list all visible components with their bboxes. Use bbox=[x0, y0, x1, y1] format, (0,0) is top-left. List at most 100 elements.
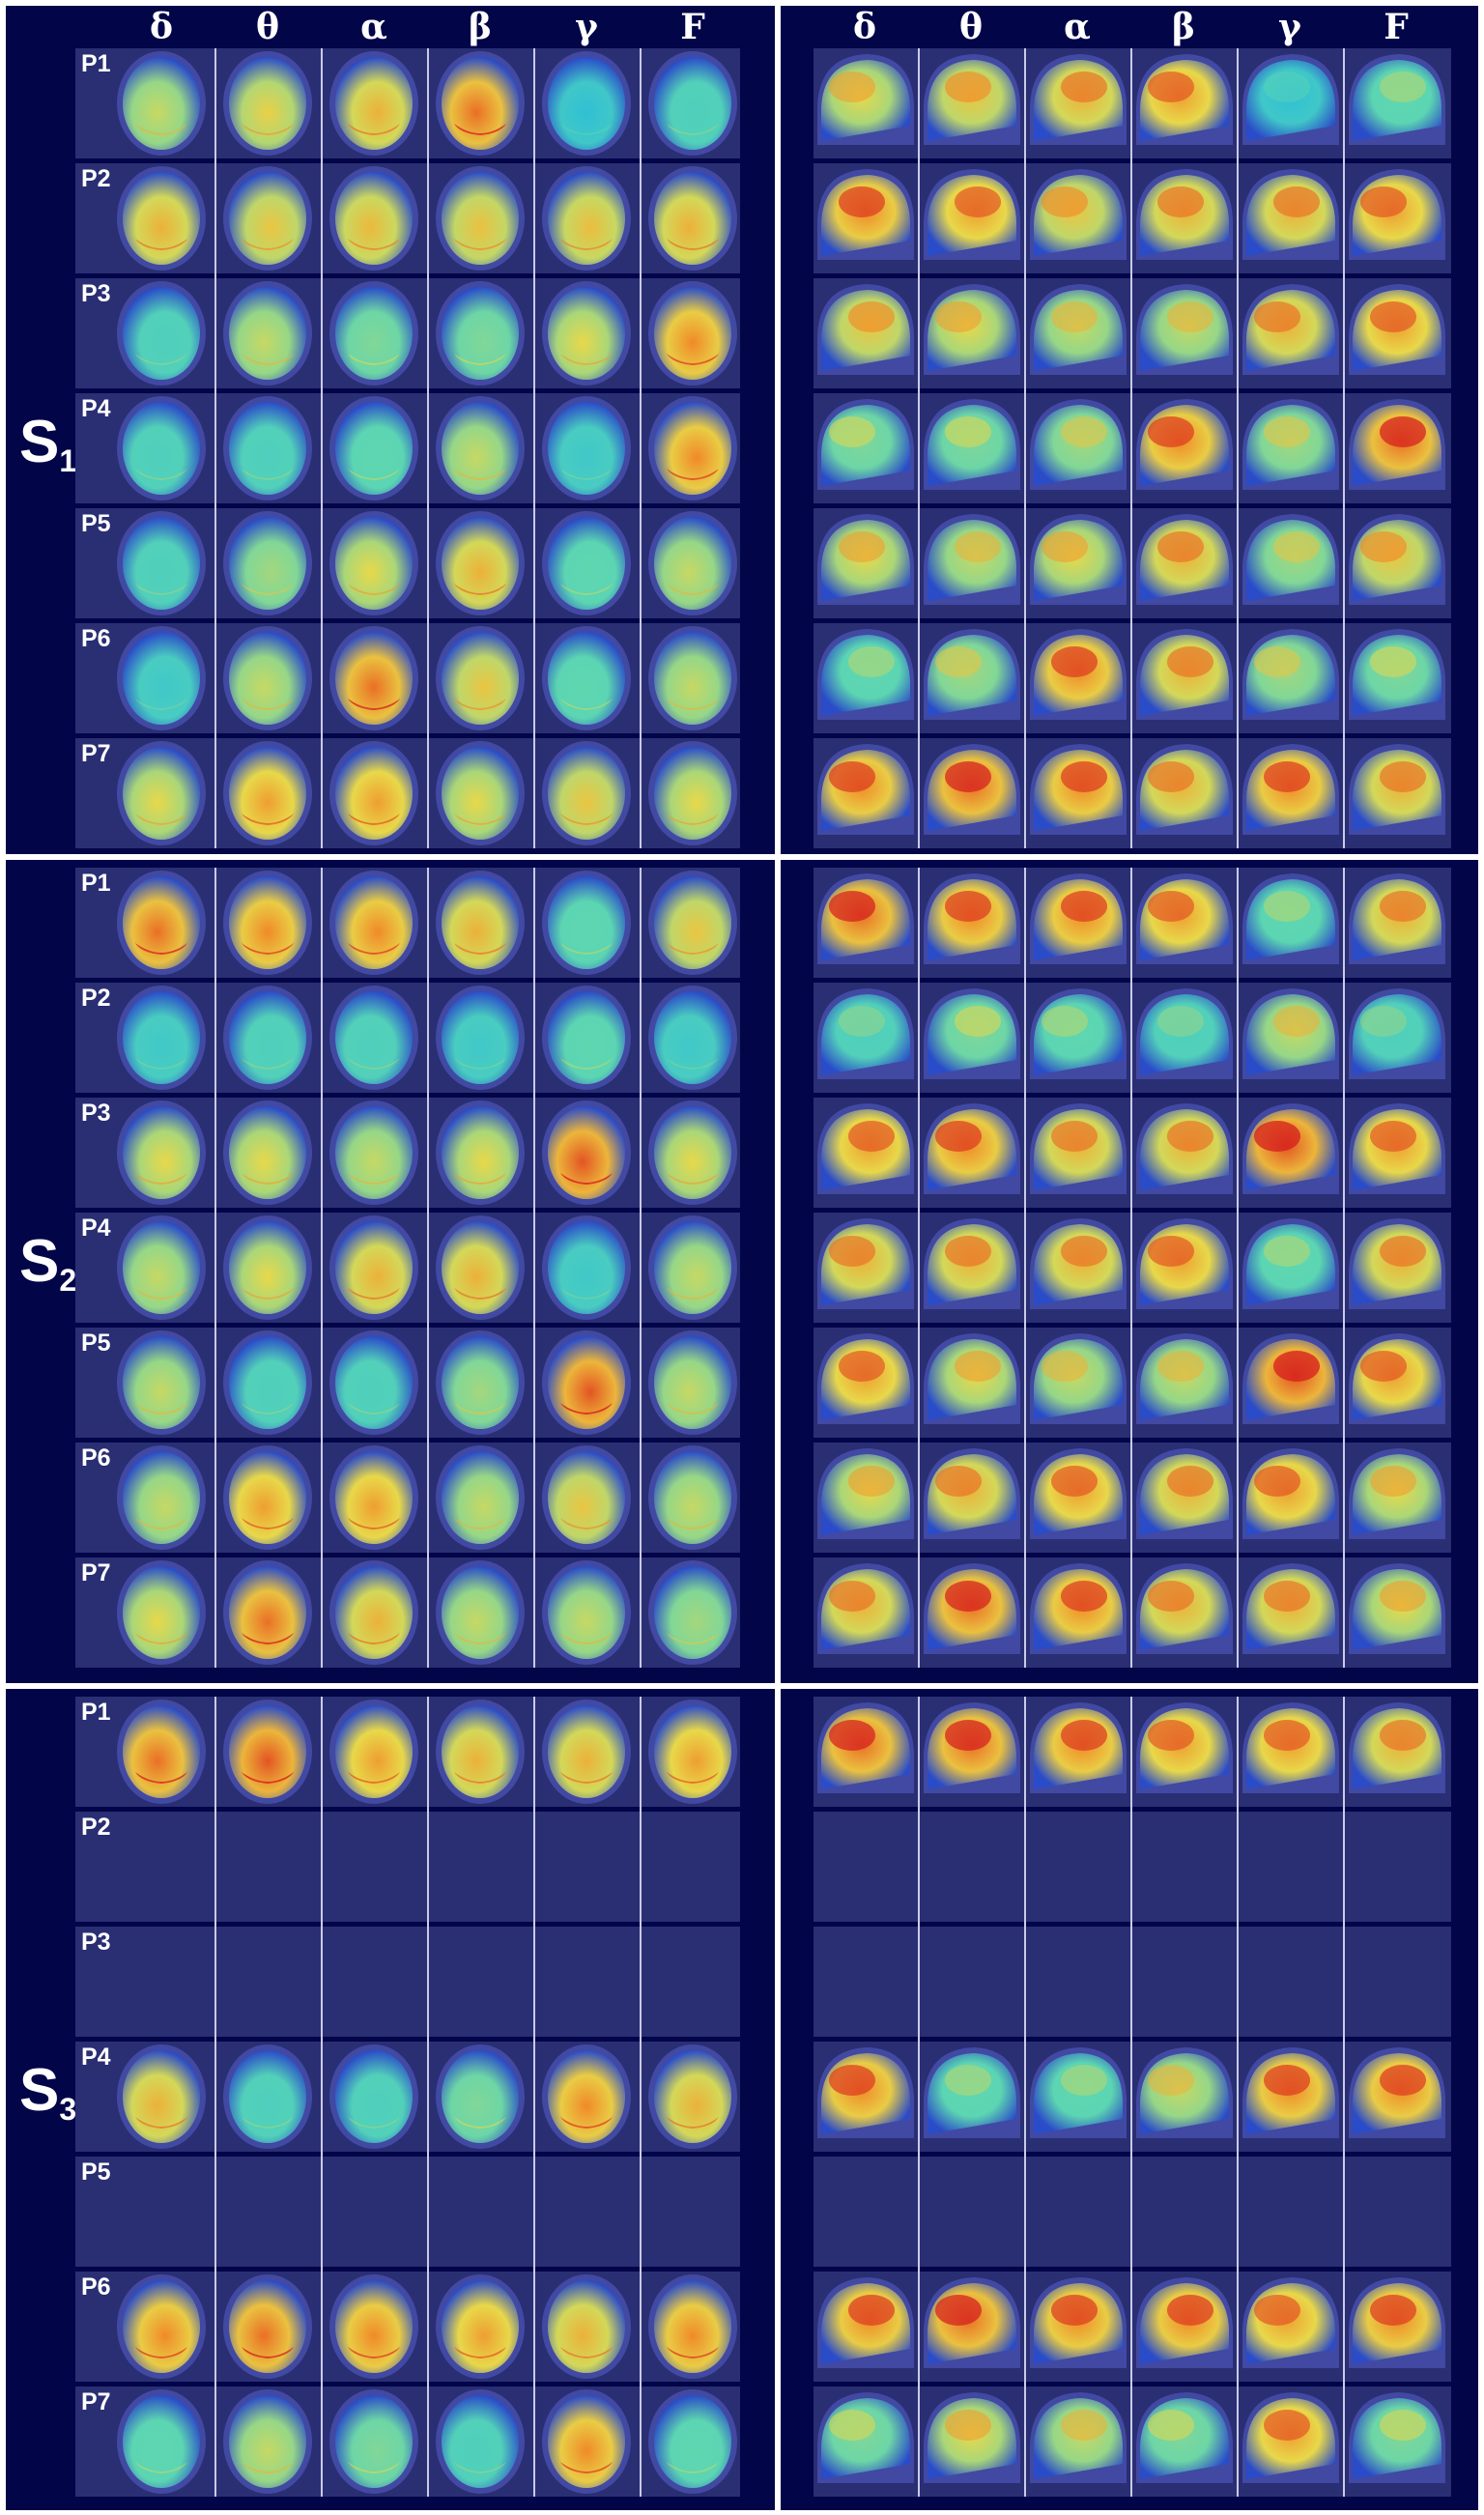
activation-hotspot bbox=[1360, 186, 1407, 217]
axial-brain-map bbox=[223, 741, 312, 845]
activation-map bbox=[654, 2280, 731, 2373]
activation-map bbox=[229, 991, 306, 1084]
sagittal-brain-map bbox=[817, 169, 914, 260]
sagittal-brain-map bbox=[924, 2277, 1020, 2368]
sagittal-brain-map bbox=[1242, 1448, 1339, 1539]
axial-cell-p7-3 bbox=[429, 2386, 531, 2497]
sagittal-brain-map bbox=[1242, 169, 1339, 260]
row-band-right-p6 bbox=[785, 623, 1451, 733]
sagittal-brain-map bbox=[1030, 169, 1127, 260]
axial-cell-p6-3 bbox=[429, 623, 531, 733]
activation-map bbox=[548, 172, 625, 265]
activation-hotspot bbox=[1360, 1006, 1407, 1037]
sagittal-cell-p3-5 bbox=[1345, 278, 1447, 388]
activation-hotspot bbox=[1264, 416, 1310, 447]
axial-cell-p5-5 bbox=[642, 1328, 744, 1438]
sagittal-brain-map bbox=[1349, 873, 1445, 964]
sagittal-cell-p3-0 bbox=[813, 1098, 916, 1208]
sagittal-brain-map bbox=[1242, 399, 1339, 490]
sagittal-brain-map bbox=[1242, 2392, 1339, 2483]
axial-brain-map bbox=[329, 2274, 418, 2379]
row-shade bbox=[813, 1927, 1451, 2037]
sagittal-cell-p4-3 bbox=[1132, 393, 1235, 503]
column-divider bbox=[214, 48, 216, 848]
activation-hotspot bbox=[945, 71, 991, 102]
axial-cell-p2-1 bbox=[216, 163, 319, 273]
row-shade bbox=[813, 623, 1451, 733]
activation-map bbox=[654, 1221, 731, 1314]
session-letter: S bbox=[19, 1228, 60, 1295]
activation-hotspot bbox=[667, 1518, 719, 1529]
axial-brain-map bbox=[542, 1100, 631, 1205]
sagittal-brain-map bbox=[1242, 873, 1339, 964]
panel-separator bbox=[775, 1689, 781, 2510]
sagittal-brain-map bbox=[924, 2392, 1020, 2483]
activation-map bbox=[548, 517, 625, 610]
sagittal-cell-p4-5 bbox=[1345, 1213, 1447, 1323]
sagittal-brain-map bbox=[817, 629, 914, 720]
activation-hotspot bbox=[242, 1518, 294, 1529]
row-band-right-p4 bbox=[785, 393, 1451, 503]
axial-brain-map bbox=[223, 871, 312, 975]
axial-cell-p7-0 bbox=[110, 738, 213, 848]
sagittal-brain-map bbox=[1136, 2277, 1233, 2368]
axial-brain-map bbox=[436, 2044, 525, 2149]
activation-hotspot bbox=[242, 943, 294, 955]
axial-cell-p4-2 bbox=[323, 1213, 425, 1323]
axial-cell-p1-3 bbox=[429, 1697, 531, 1807]
activation-hotspot bbox=[955, 186, 1001, 217]
activation-hotspot bbox=[1051, 2295, 1098, 2326]
sagittal-cell-p2-1 bbox=[920, 163, 1022, 273]
axial-cell-p4-5 bbox=[642, 2042, 744, 2152]
activation-map bbox=[548, 991, 625, 1084]
sagittal-cell-p1-0 bbox=[813, 868, 916, 978]
row-shade bbox=[813, 983, 1451, 1093]
sagittal-cell-p6-3 bbox=[1132, 2272, 1235, 2382]
row-band-right-p3 bbox=[785, 278, 1451, 388]
axial-cell-p6-2 bbox=[323, 2272, 425, 2382]
sagittal-cell-p4-2 bbox=[1026, 393, 1128, 503]
column-divider bbox=[1024, 1697, 1026, 2497]
axial-cell-p3-3 bbox=[429, 278, 531, 388]
activation-map bbox=[548, 2395, 625, 2488]
activation-map bbox=[335, 1566, 413, 1659]
row-shade bbox=[813, 2157, 1451, 2267]
activation-hotspot bbox=[135, 2462, 187, 2473]
activation-hotspot bbox=[945, 891, 991, 922]
activation-hotspot bbox=[242, 1058, 294, 1070]
activation-map bbox=[1353, 994, 1441, 1075]
axial-cell-p2-2 bbox=[323, 983, 425, 1093]
sagittal-cell-p2-4 bbox=[1239, 983, 1341, 1093]
sagittal-brain-map bbox=[1242, 988, 1339, 1079]
activation-hotspot bbox=[1148, 416, 1194, 447]
sagittal-brain-map bbox=[924, 399, 1020, 490]
sagittal-cell-p6-2 bbox=[1026, 623, 1128, 733]
activation-map bbox=[123, 991, 200, 1084]
axial-cell-p4-1 bbox=[216, 1213, 319, 1323]
activation-hotspot bbox=[348, 814, 400, 825]
axial-brain-map bbox=[223, 2044, 312, 2149]
session-group-3: S3 P1 P2 P3 P4 P5 P6 P7 bbox=[6, 1689, 1478, 2510]
sagittal-brain-map bbox=[1242, 1702, 1339, 1793]
column-header-right: θ bbox=[958, 7, 983, 47]
axial-cell-p1-0 bbox=[110, 1697, 213, 1807]
activation-hotspot bbox=[242, 2347, 294, 2358]
sagittal-brain-map bbox=[1242, 514, 1339, 605]
sagittal-brain-map bbox=[1136, 2047, 1233, 2138]
sagittal-cell-p7-0 bbox=[813, 2386, 916, 2497]
row-shade bbox=[813, 2042, 1451, 2152]
activation-hotspot bbox=[1264, 1581, 1310, 1612]
sagittal-brain-map bbox=[924, 988, 1020, 1079]
activation-hotspot bbox=[935, 1121, 982, 1152]
sagittal-brain-map bbox=[1349, 54, 1445, 145]
column-header-right: α bbox=[1064, 7, 1091, 47]
sagittal-cell-p1-1 bbox=[920, 868, 1022, 978]
column-divider bbox=[321, 868, 323, 1668]
sagittal-brain-map bbox=[817, 514, 914, 605]
axial-cell-p7-2 bbox=[323, 738, 425, 848]
row-band-right-p1 bbox=[785, 868, 1451, 978]
axial-cell-p4-5 bbox=[642, 393, 744, 503]
axial-cell-p6-4 bbox=[535, 1443, 638, 1553]
axial-brain-map bbox=[436, 1560, 525, 1665]
activation-hotspot bbox=[135, 469, 187, 480]
